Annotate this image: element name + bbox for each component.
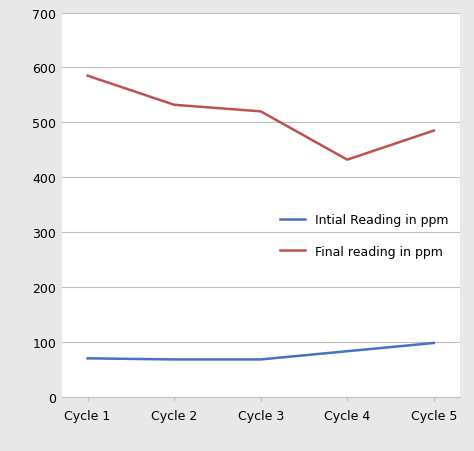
Line: Final reading in ppm: Final reading in ppm (88, 77, 434, 160)
Final reading in ppm (85, 74, 91, 79)
Intial Reading in ppm (258, 357, 264, 362)
Final reading in ppm (345, 157, 350, 163)
Final reading in ppm (171, 103, 177, 108)
Final reading in ppm (258, 110, 264, 115)
Intial Reading in ppm (85, 356, 91, 361)
Legend: Intial Reading in ppm, Final reading in ppm: Intial Reading in ppm, Final reading in … (275, 208, 454, 263)
Line: Intial Reading in ppm: Intial Reading in ppm (88, 343, 434, 359)
Final reading in ppm (431, 129, 437, 134)
Intial Reading in ppm (345, 349, 350, 354)
Intial Reading in ppm (171, 357, 177, 362)
Intial Reading in ppm (431, 341, 437, 346)
